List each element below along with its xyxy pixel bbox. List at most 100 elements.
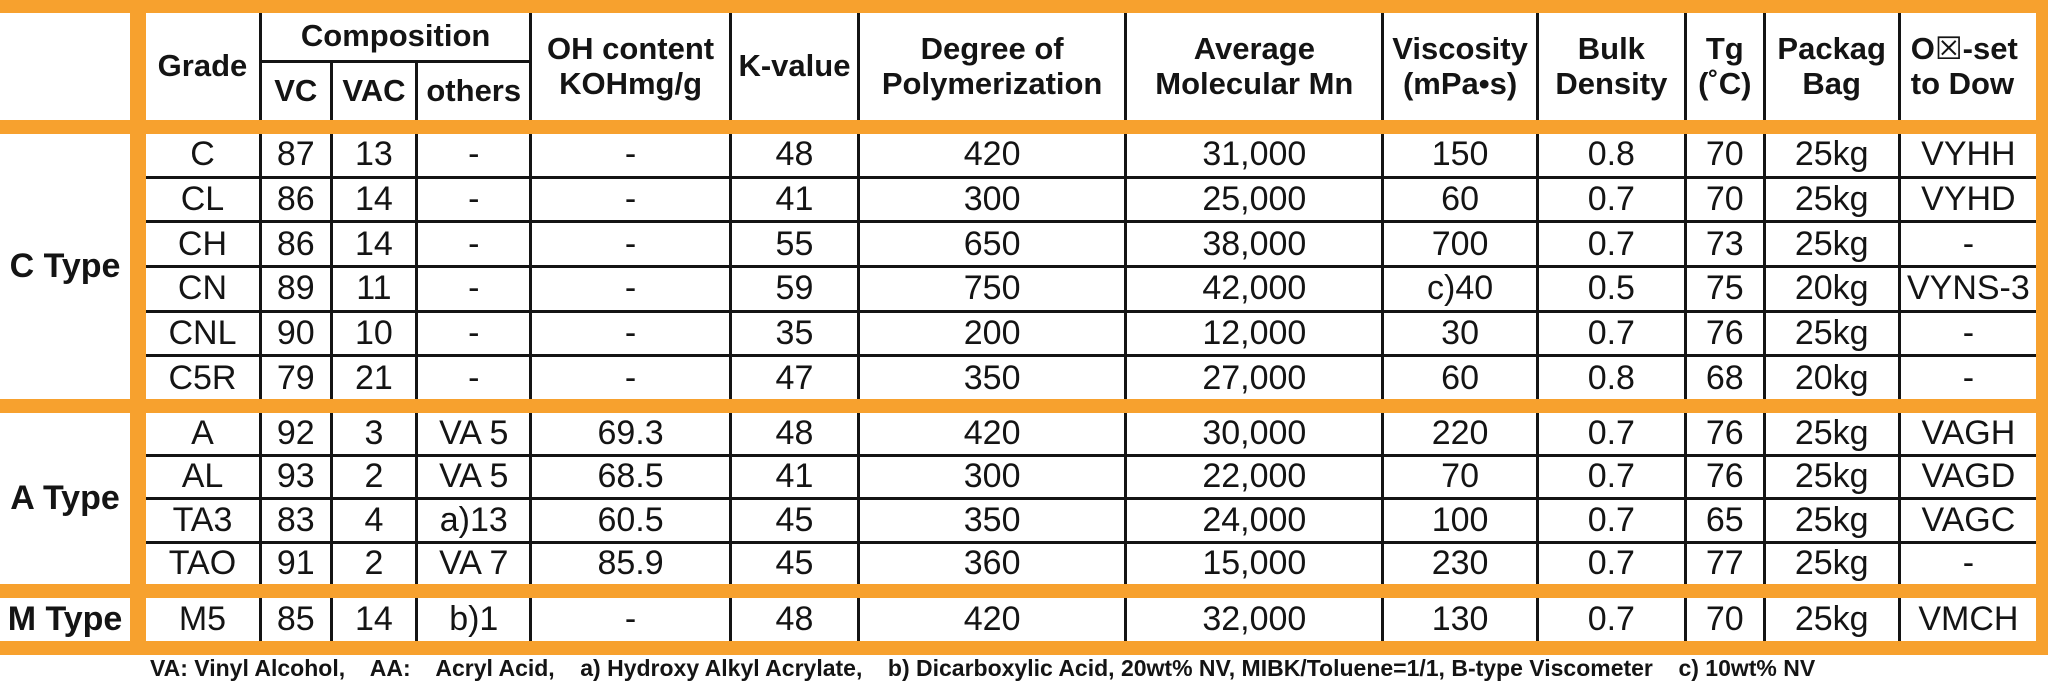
cell-vc: 86: [261, 178, 333, 224]
cell-vac: 2: [332, 456, 419, 501]
cell-degree_polymerization: 420: [860, 598, 1128, 641]
cell-avg_molecular_mn: 42,000: [1127, 268, 1385, 313]
table-row: C5R 79 21- -47 350 27,000 60 0.8 68 20kg -: [146, 357, 2036, 399]
group-m-table: M5 85 14 b)1-48 420 32,000 130 0.7 70 25kg VMCH: [146, 598, 2036, 641]
cell-oh_content: -: [532, 312, 732, 358]
cell-viscosity: 230: [1384, 543, 1539, 584]
cell-degree_polymerization: 420: [860, 413, 1128, 457]
col-header-avg-molecular-mn: Average Molecular Mn: [1127, 13, 1385, 120]
offset-line2: to Dow: [1910, 65, 2015, 101]
bottom-orange-band: [0, 641, 2048, 655]
type-label-a: A Type: [0, 413, 146, 584]
cell-avg_molecular_mn: 31,000: [1127, 134, 1385, 179]
table-header: Grade Composition OH content KOHmg/g K-v…: [146, 13, 2048, 120]
viscosity-line2: (mPa•s): [1402, 65, 1518, 101]
cell-viscosity: 130: [1384, 598, 1539, 641]
cell-grade: A: [146, 413, 262, 457]
cell-bulk_density: 0.7: [1538, 500, 1687, 544]
cell-bulk_density: 0.7: [1539, 598, 1687, 641]
cell-offset_dow: VYNS-3: [1900, 268, 2036, 313]
cell-oh_content: 85.9: [532, 543, 732, 584]
oh-content-line2: KOHmg/g: [559, 65, 703, 101]
cell-grade: C: [146, 134, 262, 179]
cell-degree_polymerization: 300: [860, 178, 1128, 224]
cell-degree_polymerization: 350: [860, 500, 1128, 544]
table-row: A 92 3 VA 5 69.3 48 420 30,000 220 0.7 76 25kg VAGH: [146, 413, 2036, 457]
viscosity-line1: Viscosity: [1392, 30, 1528, 66]
cell-k_value: 41: [731, 178, 860, 224]
cell-vac: 14: [332, 223, 419, 269]
cell-tg: 75: [1686, 268, 1766, 313]
cell-vac: 14: [332, 178, 419, 224]
cell-offset_dow: VYHH: [1900, 134, 2036, 179]
cell-vc: 90: [261, 312, 333, 358]
cell-vc: 91: [262, 543, 333, 584]
cell-avg_molecular_mn: 15,000: [1127, 543, 1385, 584]
cell-bulk_density: 0.7: [1538, 413, 1687, 457]
cell-bulk_density: 0.5: [1538, 268, 1687, 313]
table-row: TA3 83 4 a)13 60.5 45 350 24,000 100 0.7 65 25kg VAG…: [146, 500, 2036, 544]
cell-package_bag: 25kg: [1765, 456, 1901, 501]
cell-k_value: 55: [731, 223, 860, 269]
cell-viscosity: 60: [1384, 178, 1539, 224]
cell-k_value: 41: [731, 456, 860, 501]
col-header-composition: Composition: [261, 13, 533, 63]
cell-k_value: 45: [731, 500, 860, 544]
cell-oh_content: 68.5: [532, 456, 732, 501]
top-orange-band: [0, 0, 2048, 13]
dp-line2: Polymerization: [881, 65, 1103, 101]
cell-offset_dow: VAGH: [1900, 413, 2036, 457]
cell-avg_molecular_mn: 12,000: [1127, 312, 1385, 358]
cell-grade: CNL: [146, 312, 262, 358]
cell-k_value: 59: [731, 268, 860, 313]
col-header-vc: VC: [262, 63, 333, 120]
package-line1: Packag: [1777, 30, 1886, 66]
offset-line1: O☒-set: [1910, 30, 2018, 66]
cell-offset_dow: VMCH: [1918, 600, 2019, 638]
cell-degree_polymerization: 650: [860, 223, 1128, 269]
cell-vc: 85: [262, 598, 333, 641]
table-row: TAO 91 2 VA 7 85.9 45 360 15,000 230 0.7 77 25kg -: [146, 543, 2036, 584]
cell-viscosity: 60: [1384, 357, 1539, 399]
cell-vac: 11: [332, 268, 419, 313]
cell-bulk_density: 0.7: [1538, 312, 1687, 358]
cell-tg: 73: [1686, 223, 1766, 269]
cell-vc: 89: [261, 268, 333, 313]
cell-others: -: [418, 178, 533, 224]
type-label-m: M Type: [0, 598, 146, 641]
col-header-viscosity: Viscosity (mPa•s): [1384, 13, 1539, 120]
cell-package_bag: 25kg: [1765, 223, 1901, 269]
cell-viscosity: 150: [1384, 134, 1539, 179]
table-row: C 87 13- -48 420 31,000 150 0.8 70 25kg VYHH: [146, 134, 2036, 179]
cell-oh_content: 60.5: [532, 500, 732, 544]
cell-tg: 70: [1687, 598, 1766, 641]
mn-line2: Molecular Mn: [1155, 65, 1354, 101]
cell-vc: 92: [261, 413, 333, 457]
cell-others: VA 5: [418, 413, 533, 457]
bulk-line2: Density: [1555, 65, 1668, 101]
tg-line2: (˚C): [1698, 65, 1752, 101]
cell-vc: 93: [261, 456, 333, 501]
cell-others: -: [418, 134, 533, 179]
cell-bulk_density: 0.8: [1538, 134, 1687, 179]
group-a-type: A 92 3 VA 5 69.3 48 420 30,000 220 0.7 76 25kg VAGH A…: [146, 413, 2048, 584]
cell-degree_polymerization: 420: [860, 134, 1128, 179]
cell-grade: CL: [146, 178, 262, 224]
cell-others: -: [418, 223, 533, 269]
cell-others: a)13: [418, 500, 533, 544]
cell-bulk_density: 0.7: [1538, 223, 1687, 269]
cell-degree_polymerization: 200: [860, 312, 1128, 358]
cell-viscosity: 30: [1384, 312, 1539, 358]
type-column-header-empty: [0, 13, 146, 120]
cell-package_bag: 20kg: [1765, 268, 1901, 313]
mn-line1: Average: [1193, 30, 1315, 66]
cell-offset_dow: -: [1962, 358, 1975, 397]
cell-k_value: 48: [732, 598, 860, 641]
cell-grade: CH: [146, 223, 262, 269]
dp-line1: Degree of: [920, 30, 1064, 66]
cell-offset_dow: -: [1962, 544, 1975, 583]
group-separator-band-1: [0, 399, 2048, 413]
cell-vac: 10: [332, 312, 419, 358]
cell-tg: 65: [1686, 500, 1766, 544]
